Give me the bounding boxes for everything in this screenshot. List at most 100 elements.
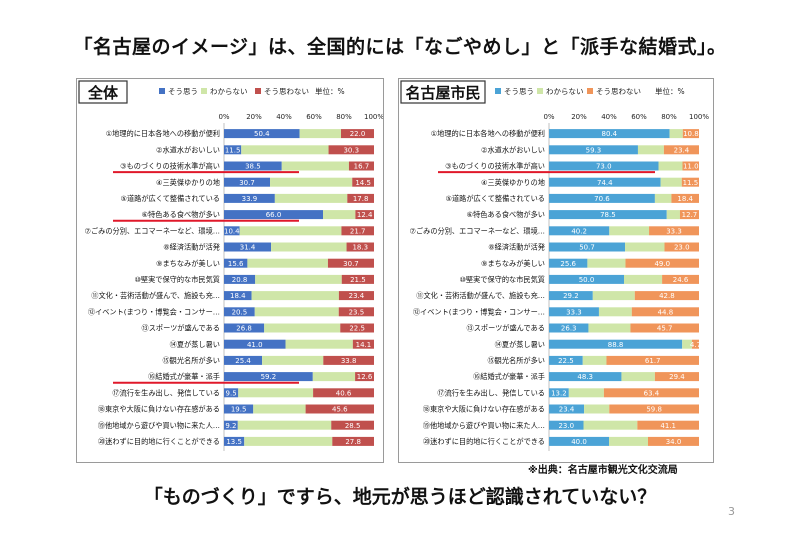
value-label-agree: 23.0	[558, 422, 574, 430]
bar-neutral	[582, 355, 607, 365]
value-label-agree: 50.4	[254, 130, 270, 138]
bar-disagree	[313, 388, 374, 398]
value-label-agree: 41.0	[247, 341, 263, 349]
value-label-agree: 80.4	[602, 130, 618, 138]
value-label-disagree: 21.7	[350, 227, 366, 235]
bar-agree	[549, 161, 659, 171]
x-tick-label: 0%	[218, 113, 229, 121]
value-label-agree: 26.3	[561, 325, 577, 333]
value-label-agree: 23.4	[559, 406, 575, 414]
bar-neutral	[274, 193, 348, 203]
value-label-disagree: 18.3	[352, 244, 368, 252]
value-label-disagree: 22.5	[349, 325, 365, 333]
value-label-disagree: 34.0	[666, 438, 682, 446]
bar-agree	[549, 436, 609, 446]
chart-panel-nagoya-citizens: 名古屋市民 そう思う わからない そう思わない 単位：% 0% 20% 40% 60% 80% 10…	[398, 78, 714, 463]
category-label: ④三英傑ゆかりの地	[481, 178, 545, 187]
bar-agree	[549, 355, 583, 365]
bar-agree	[549, 129, 670, 139]
category-label: ⑲他地域から遊びや買い物に来た人…	[98, 421, 220, 430]
value-label-agree: 59.3	[586, 146, 602, 154]
category-label: ④三英傑ゆかりの地	[156, 178, 220, 187]
bar-disagree	[346, 242, 374, 252]
chart-nagoya-citizens: 名古屋市民 そう思う わからない そう思わない 単位：% 0% 20% 40% 60% 80% 10…	[400, 80, 709, 451]
x-tick-label: 0%	[543, 113, 554, 121]
value-label-disagree: 44.8	[658, 308, 674, 316]
value-label-disagree: 30.3	[343, 146, 359, 154]
x-tick-label: 60%	[631, 113, 647, 121]
bar-agree	[549, 404, 585, 414]
value-label-disagree: 49.0	[654, 260, 670, 268]
bar-agree	[549, 339, 683, 349]
bar-disagree	[649, 226, 699, 236]
bar-neutral	[251, 291, 339, 301]
value-label-agree: 70.6	[594, 195, 610, 203]
bar-disagree	[609, 404, 699, 414]
value-label-disagree: 40.6	[336, 389, 352, 397]
bar-agree	[549, 258, 588, 268]
legend-swatch	[495, 88, 501, 94]
unit-label: 単位：%	[315, 86, 345, 96]
category-label: ⑯結婚式が豪華・派手	[148, 372, 220, 381]
x-tick-label: 80%	[661, 113, 677, 121]
bar-neutral	[637, 145, 664, 155]
value-label-agree: 10.4	[224, 227, 240, 235]
bar-agree	[549, 372, 622, 382]
legend-label: わからない	[546, 87, 584, 96]
bottom-message: 「ものづくり」ですら、地元が思うほど認識されていない？	[143, 486, 657, 508]
value-label-agree: 9.2	[225, 422, 236, 430]
bar-agree	[549, 145, 638, 155]
value-label-agree: 88.8	[608, 341, 624, 349]
value-label-disagree: 4.7	[690, 341, 701, 349]
bar-disagree	[606, 355, 699, 365]
category-label: ⑩堅実で保守的な市民気質	[459, 275, 545, 284]
bar-neutral	[587, 258, 626, 268]
bar-agree	[224, 210, 323, 220]
legend-swatch	[201, 88, 207, 94]
bar-disagree	[331, 420, 374, 430]
bar-neutral	[254, 307, 339, 317]
legend-label: わからない	[210, 87, 248, 96]
bar-neutral	[609, 226, 650, 236]
bar-disagree	[352, 339, 374, 349]
category-label: ⑬スポーツが盛んである	[467, 324, 546, 333]
bar-neutral	[609, 436, 648, 446]
value-label-disagree: 18.4	[677, 195, 693, 203]
value-label-agree: 29.2	[563, 292, 579, 300]
bar-disagree	[637, 420, 699, 430]
bar-neutral	[253, 404, 306, 414]
bar-neutral	[598, 307, 632, 317]
value-label-disagree: 59.8	[646, 406, 662, 414]
category-label: ⑯結婚式が豪華・派手	[473, 372, 545, 381]
value-label-agree: 50.0	[579, 276, 595, 284]
bar-disagree	[305, 404, 374, 414]
value-label-agree: 38.5	[245, 163, 261, 171]
value-label-agree: 25.6	[560, 260, 576, 268]
value-label-agree: 18.4	[230, 292, 246, 300]
bar-neutral	[264, 323, 341, 333]
bar-neutral	[239, 226, 342, 236]
bar-disagree	[648, 436, 699, 446]
category-label: ⑫イベント(まつり・博覧会・コンサー…	[88, 307, 220, 316]
bar-neutral	[285, 339, 353, 349]
bar-neutral	[592, 291, 635, 301]
bar-disagree	[654, 372, 699, 382]
bar-neutral	[244, 436, 333, 446]
category-label: ⑥特色ある食べ物が多い	[142, 210, 220, 219]
category-label: ⑮観光名所が多い	[162, 356, 220, 365]
bar-agree	[224, 193, 275, 203]
bar-neutral	[271, 242, 347, 252]
x-tick-label: 80%	[336, 113, 352, 121]
value-label-disagree: 29.4	[669, 373, 685, 381]
category-label: ⑧経済活動が活発	[488, 243, 545, 252]
page-number: 3	[728, 505, 735, 518]
bar-neutral	[262, 355, 324, 365]
bar-disagree	[603, 388, 699, 398]
bar-neutral	[660, 177, 682, 187]
bar-neutral	[237, 420, 332, 430]
bar-neutral	[588, 323, 631, 333]
category-label: ③ものづくりの技術水準が高い	[120, 162, 220, 171]
bar-agree	[224, 226, 240, 236]
value-label-agree: 13.5	[226, 438, 242, 446]
x-tick-label: 100%	[689, 113, 709, 121]
